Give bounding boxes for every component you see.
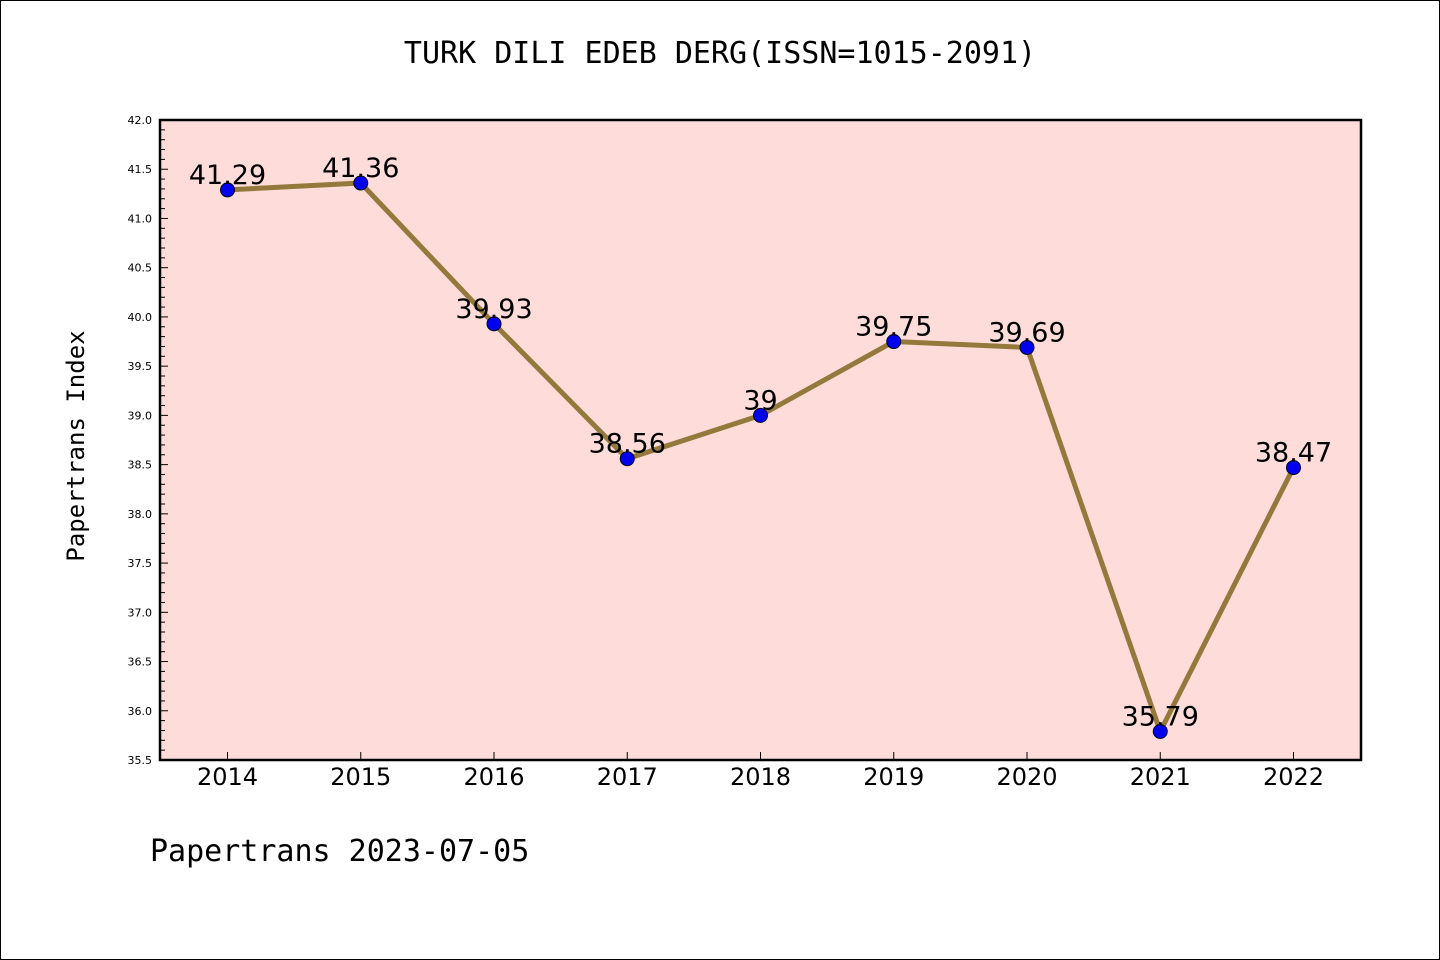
series-group	[220, 175, 1301, 739]
data-point	[353, 175, 369, 191]
x-tick-label: 2014	[197, 763, 258, 791]
data-label: 39.75	[855, 312, 932, 343]
footer-credit: Papertrans 2023-07-05	[150, 834, 530, 869]
data-label: 39.93	[455, 294, 532, 325]
y-tick-label: 41.0	[128, 212, 153, 225]
y-tick-label: 36.5	[128, 656, 153, 669]
x-tick-label: 2021	[1130, 763, 1191, 791]
data-label: 41.36	[322, 153, 399, 184]
data-label: 41.29	[189, 160, 266, 191]
plot-area	[160, 120, 1361, 760]
y-tick-label: 40.0	[128, 311, 153, 324]
y-tick-label: 40.5	[128, 262, 153, 275]
chart-title: TURK DILI EDEB DERG(ISSN=1015-2091)	[403, 36, 1037, 71]
data-labels: 41.29 41.36 39.93 38.56 39 39.75 39.69 35.79 38.…	[189, 153, 1332, 732]
y-tick-label: 38.0	[128, 508, 153, 521]
data-point	[619, 451, 635, 467]
data-point	[886, 334, 902, 350]
x-tick-label: 2017	[597, 763, 658, 791]
data-point	[1286, 460, 1301, 476]
x-tick-label: 2018	[730, 763, 791, 791]
data-point	[1152, 723, 1168, 739]
x-axis: 2014 2015 2016 2017 2018 2019 2020 2021 2022	[197, 752, 1324, 791]
y-tick-label: 41.5	[128, 163, 153, 176]
plot-border	[158, 118, 1363, 762]
y-tick-label: 37.5	[128, 557, 153, 570]
data-label: 38.47	[1255, 438, 1332, 469]
y-tick-label: 36.0	[128, 705, 153, 718]
y-axis: 35.5 36.0 36.5 37.0 37.5 38.0 38.5 39.0 39.5 40.0…	[128, 114, 168, 767]
data-label: 35.79	[1122, 701, 1199, 732]
data-point	[753, 407, 768, 423]
y-tick-label: 39.5	[128, 360, 153, 373]
data-label: 38.56	[589, 429, 666, 460]
y-tick-label: 39.0	[128, 409, 153, 422]
y-tick-label: 42.0	[128, 114, 153, 127]
data-label: 39	[743, 385, 777, 416]
data-point	[220, 182, 235, 198]
x-tick-label: 2022	[1263, 763, 1324, 791]
x-tick-label: 2019	[863, 763, 924, 791]
x-tick-label: 2015	[330, 763, 391, 791]
data-label: 39.69	[988, 317, 1065, 348]
y-tick-label: 35.5	[128, 754, 153, 767]
x-tick-label: 2016	[463, 763, 524, 791]
y-tick-label: 37.0	[128, 606, 153, 619]
data-point	[1019, 339, 1035, 355]
y-tick-label: 38.5	[128, 459, 153, 472]
data-point	[486, 316, 502, 332]
x-tick-label: 2020	[996, 763, 1057, 791]
